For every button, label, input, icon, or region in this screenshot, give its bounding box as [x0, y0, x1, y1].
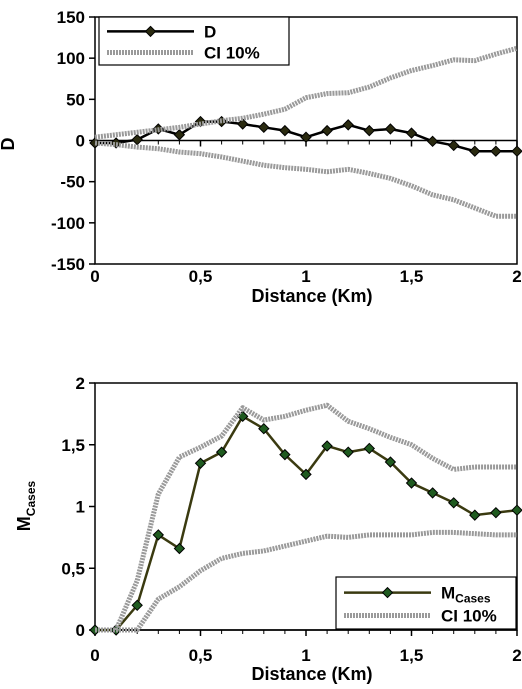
legend-marker: [144, 25, 157, 38]
data-point: [426, 487, 439, 499]
legend-label-main: CI 10%: [441, 606, 497, 625]
y-axis-label-main: D: [0, 138, 18, 151]
data-point: [258, 121, 270, 134]
data-point: [236, 118, 249, 130]
y-tick-label: 0: [76, 132, 85, 151]
data-point: [405, 127, 418, 139]
x-axis-label: Distance (Km): [251, 664, 372, 684]
data-point: [321, 124, 333, 137]
legend-marker: [381, 586, 394, 599]
data-point: [469, 509, 481, 521]
legend-box: [335, 576, 517, 630]
ci-band-upper-line: [94, 45, 518, 140]
y-tick-label: -100: [51, 214, 85, 233]
data-point: [342, 119, 354, 131]
ci-band-lower-line: [94, 140, 517, 219]
data-point: [279, 124, 291, 137]
data-point: [426, 135, 439, 148]
y-tick-label: 50: [66, 90, 85, 109]
data-point: [300, 131, 312, 143]
x-tick-label: 0: [90, 267, 99, 286]
y-axis-label: D: [0, 138, 18, 151]
x-tick-label: 1: [301, 267, 310, 286]
data-point: [363, 442, 376, 455]
x-tick-label: 0,5: [189, 267, 213, 286]
data-point: [447, 497, 460, 509]
data-point: [215, 446, 228, 458]
x-axis-label: Distance (Km): [251, 286, 372, 306]
data-point: [173, 129, 186, 141]
data-point: [511, 504, 522, 516]
data-point: [152, 529, 165, 541]
data-point: [511, 145, 522, 157]
data-point: [279, 448, 291, 461]
y-tick-label: -50: [60, 173, 85, 192]
x-tick-label: 2: [512, 267, 521, 286]
x-tick-label: 0,5: [189, 646, 213, 665]
data-point: [447, 139, 460, 152]
x-tick-label: 2: [512, 646, 521, 665]
data-point: [258, 422, 270, 435]
legend-label-main: D: [204, 22, 216, 41]
x-tick-label: 0: [90, 646, 99, 665]
y-tick-label: 100: [57, 49, 85, 68]
ci-band-upper-line: [95, 402, 517, 633]
legend-label-sub: Cases: [455, 592, 491, 606]
data-point: [173, 542, 186, 555]
legend-label-main: CI 10%: [204, 44, 260, 63]
data-point: [131, 599, 143, 612]
data-point: [300, 468, 312, 481]
legend-label: MCases: [441, 584, 491, 606]
data-point: [490, 145, 502, 157]
legend-label: CI 10%: [204, 44, 260, 63]
legend: D CI 10%: [98, 16, 290, 66]
data-point: [405, 477, 418, 489]
y-axis-label-main: M: [14, 516, 34, 531]
data-point: [321, 440, 333, 452]
data-point: [363, 124, 376, 137]
y-tick-label: 0: [76, 621, 85, 640]
legend-label-main: M: [441, 584, 455, 603]
y-tick-label: 0,5: [61, 559, 85, 578]
data-point: [490, 506, 502, 519]
y-axis-label: MCases: [14, 481, 38, 532]
y-tick-label: 150: [57, 8, 85, 27]
x-tick-label: 1,5: [400, 267, 424, 286]
y-tick-label: 1,5: [61, 436, 85, 455]
legend-label: D: [204, 22, 216, 41]
y-axis-label-sub: Cases: [24, 481, 38, 517]
data-point: [194, 457, 207, 469]
ci-band-lower-line: [95, 529, 517, 633]
data-point: [342, 446, 354, 458]
x-tick-label: 1: [301, 646, 310, 665]
y-tick-label: 1: [76, 498, 85, 517]
y-tick-label: -150: [51, 255, 85, 274]
y-tick-label: 2: [76, 374, 85, 393]
d-function-chart: 150 100 50 0 -50 -100 -150 0 0,5 1 1,5 2 Distance (K…: [0, 8, 522, 306]
data-point: [384, 456, 397, 468]
data-point: [469, 145, 481, 157]
data-point: [384, 123, 397, 135]
legend-box: [98, 16, 290, 66]
legend-label: CI 10%: [441, 606, 497, 625]
x-tick-label: 1,5: [400, 646, 424, 665]
